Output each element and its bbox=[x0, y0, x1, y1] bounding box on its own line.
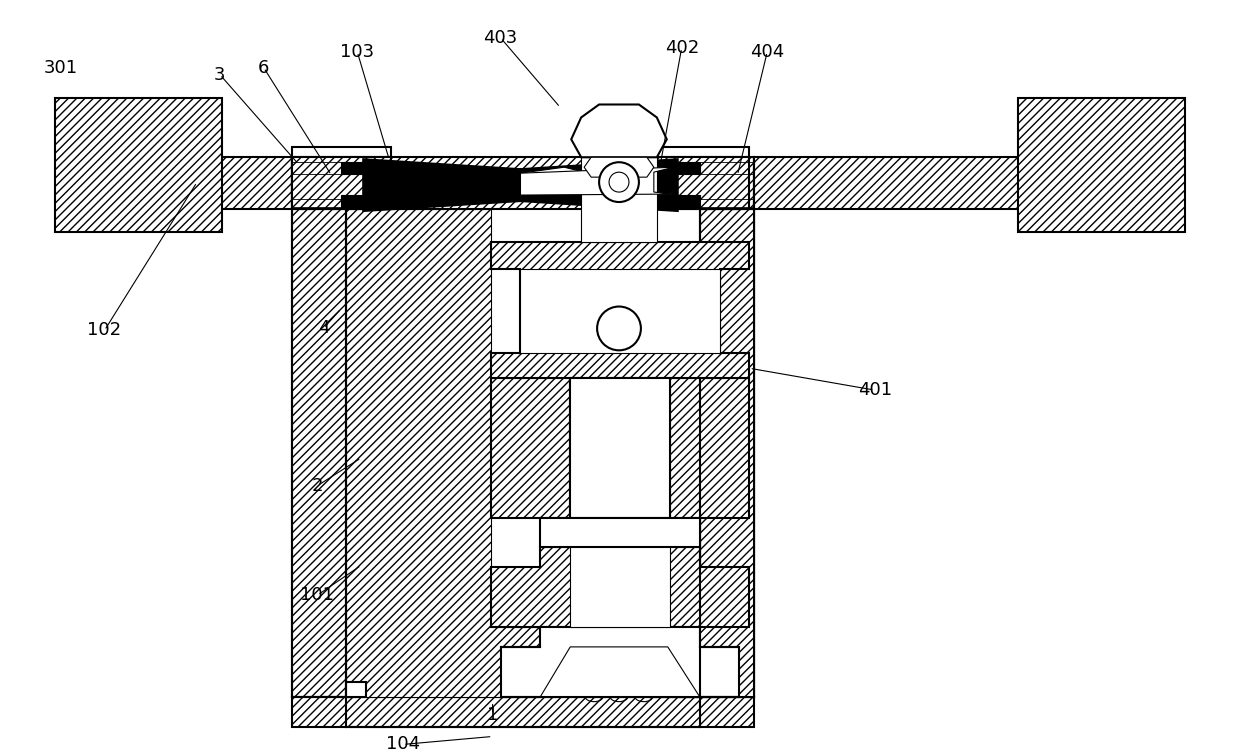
Bar bbox=[670, 378, 750, 517]
Bar bbox=[678, 195, 700, 207]
Circle shape bbox=[597, 307, 641, 350]
Bar bbox=[678, 162, 700, 174]
Polygon shape bbox=[649, 209, 755, 697]
Circle shape bbox=[600, 162, 639, 202]
Bar bbox=[291, 157, 392, 209]
Polygon shape bbox=[491, 547, 750, 627]
Bar bbox=[700, 209, 755, 697]
Text: 2: 2 bbox=[312, 476, 323, 495]
Text: 103: 103 bbox=[341, 43, 374, 60]
Polygon shape bbox=[584, 157, 654, 177]
Text: 402: 402 bbox=[664, 39, 699, 57]
Bar bbox=[291, 147, 392, 157]
Bar bbox=[520, 269, 720, 353]
Polygon shape bbox=[363, 159, 520, 211]
Polygon shape bbox=[520, 167, 674, 195]
Text: 1: 1 bbox=[487, 706, 498, 723]
Bar bbox=[540, 517, 700, 547]
Bar bbox=[649, 147, 750, 157]
Bar bbox=[755, 157, 1137, 209]
Bar bbox=[570, 378, 670, 517]
Text: 301: 301 bbox=[43, 59, 78, 77]
Bar bbox=[291, 209, 347, 697]
Polygon shape bbox=[501, 627, 740, 697]
Bar bbox=[581, 157, 657, 242]
Polygon shape bbox=[520, 159, 678, 211]
Polygon shape bbox=[540, 647, 700, 697]
Text: 401: 401 bbox=[857, 381, 892, 399]
Bar bbox=[491, 378, 570, 517]
Text: 4: 4 bbox=[317, 319, 330, 337]
Text: 102: 102 bbox=[88, 322, 121, 340]
Text: 6: 6 bbox=[258, 59, 269, 77]
Text: 403: 403 bbox=[483, 29, 518, 47]
Text: 404: 404 bbox=[750, 43, 784, 60]
Bar bbox=[1018, 97, 1186, 232]
Circle shape bbox=[610, 172, 629, 192]
Text: 104: 104 bbox=[387, 735, 420, 753]
Bar bbox=[680, 682, 700, 697]
Bar bbox=[570, 547, 670, 627]
Bar bbox=[291, 157, 755, 209]
Polygon shape bbox=[347, 209, 540, 697]
Bar bbox=[103, 157, 291, 209]
Polygon shape bbox=[571, 104, 667, 157]
Bar bbox=[347, 682, 367, 697]
Bar bbox=[649, 157, 750, 209]
Text: 3: 3 bbox=[214, 66, 225, 84]
Bar bbox=[291, 697, 755, 726]
Bar bbox=[341, 195, 363, 207]
Text: 101: 101 bbox=[300, 586, 335, 604]
Bar bbox=[55, 97, 222, 232]
Bar bbox=[341, 162, 363, 174]
Polygon shape bbox=[491, 242, 750, 378]
Polygon shape bbox=[520, 167, 584, 195]
